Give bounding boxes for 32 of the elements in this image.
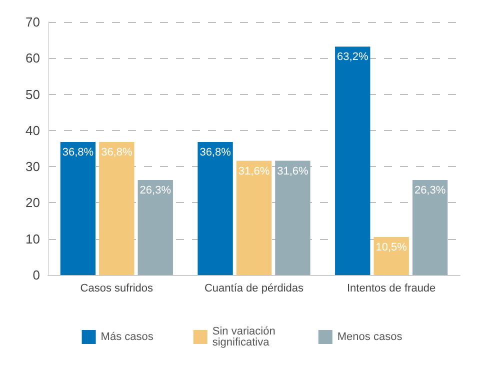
y-tick-label: 60 <box>26 50 40 66</box>
data-label: 31,6% <box>277 165 309 178</box>
y-tick-label: 30 <box>26 159 40 174</box>
bar <box>412 180 448 275</box>
data-label: 26,3% <box>140 184 172 196</box>
bar <box>275 160 310 275</box>
bar <box>99 142 134 275</box>
bar <box>335 46 370 275</box>
data-label: 36,8% <box>62 146 94 158</box>
data-label: 26,3% <box>414 184 446 196</box>
data-label: 36,8% <box>101 146 132 158</box>
data-label: 31,6% <box>238 165 270 178</box>
bar <box>60 142 96 275</box>
legend-label: Sin variación significativa <box>212 326 278 348</box>
x-tick-label: Casos sufridos <box>80 282 154 294</box>
x-tick-label: Intentos de fraude <box>346 282 436 294</box>
y-tick-label: 0 <box>32 268 40 282</box>
bar <box>198 142 233 275</box>
y-tick-label: 50 <box>26 86 40 102</box>
y-tick-label: 20 <box>26 195 40 210</box>
y-tick-label: 10 <box>26 231 40 246</box>
y-tick-label: 40 <box>26 122 40 138</box>
x-tick-label: Cuantía de pérdidas <box>204 282 304 294</box>
data-label: 36,8% <box>200 146 232 158</box>
data-label: 63,2% <box>337 51 368 64</box>
y-tick-label: 70 <box>26 14 40 30</box>
bar <box>236 160 272 275</box>
legend-label: Más casos <box>100 331 154 343</box>
legend-label: Menos casos <box>337 331 403 343</box>
bar <box>138 180 173 275</box>
data-label: 10,5% <box>376 242 408 254</box>
bar <box>374 237 409 275</box>
